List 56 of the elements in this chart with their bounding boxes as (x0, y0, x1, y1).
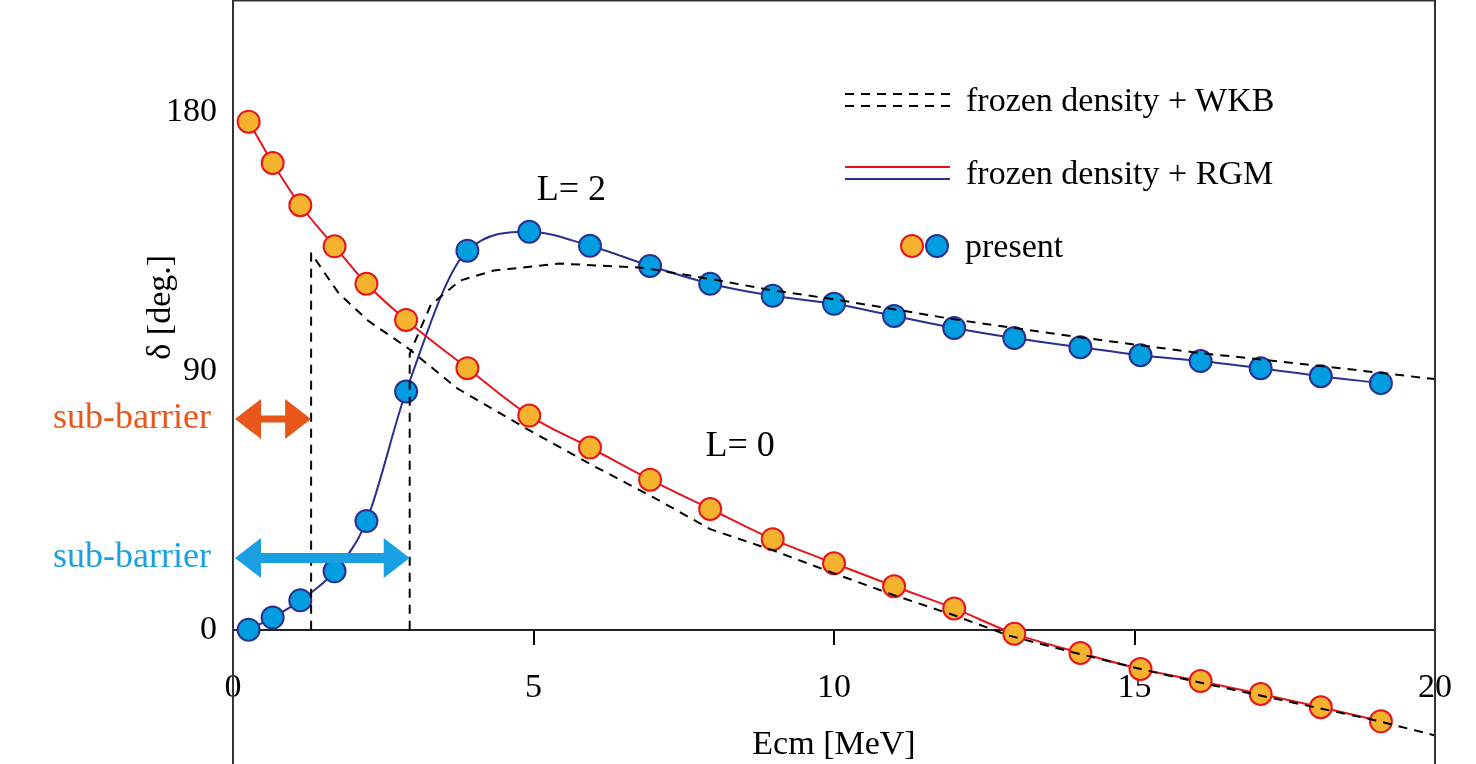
y-tick-label: 90 (183, 349, 217, 387)
y-axis-title: δ [deg.] (139, 254, 177, 360)
point (1068, 335, 1093, 360)
point (236, 617, 261, 642)
point (882, 574, 907, 599)
point (1188, 669, 1213, 694)
legend-label: frozen density + WKB (966, 81, 1275, 120)
x-tick-label: 10 (817, 667, 851, 704)
point (1068, 640, 1093, 665)
legend-label: frozen density + RGM (966, 154, 1274, 193)
point (1128, 343, 1153, 368)
point (942, 596, 967, 621)
point (354, 271, 379, 296)
point (760, 527, 785, 552)
legend-label: present (965, 227, 1064, 266)
x-axis-title: Ecm [MeV] (752, 723, 916, 761)
y-tick-label: 0 (200, 608, 217, 646)
text: sub-barrier (53, 535, 212, 576)
point (1002, 326, 1027, 351)
point (1308, 364, 1333, 389)
point (455, 238, 480, 263)
point (288, 588, 313, 613)
point (1368, 709, 1393, 734)
point (236, 109, 261, 134)
point (517, 403, 542, 428)
point (455, 356, 480, 381)
point (698, 271, 723, 296)
point (882, 303, 907, 328)
text: sub-barrier (53, 396, 212, 437)
point (942, 315, 967, 340)
point (322, 234, 347, 259)
point (354, 509, 379, 534)
point (517, 219, 542, 244)
point (1308, 695, 1333, 720)
point (577, 233, 602, 258)
point (394, 379, 419, 404)
annotation: L= 0 (705, 424, 775, 465)
annotation: L= 2 (536, 168, 606, 209)
point (288, 193, 313, 218)
point (577, 435, 602, 460)
point (1368, 371, 1393, 396)
point (1248, 682, 1273, 707)
point (822, 551, 846, 576)
point (1002, 621, 1027, 646)
point (260, 151, 285, 176)
y-tick-label: 180 (166, 91, 217, 129)
point (260, 605, 285, 630)
point (822, 291, 846, 316)
point (698, 496, 723, 521)
point (760, 283, 785, 308)
point (638, 253, 663, 278)
point (1248, 356, 1273, 381)
point (1188, 349, 1213, 374)
x-tick-label: 5 (525, 667, 542, 704)
point (394, 307, 419, 332)
point (638, 467, 663, 492)
